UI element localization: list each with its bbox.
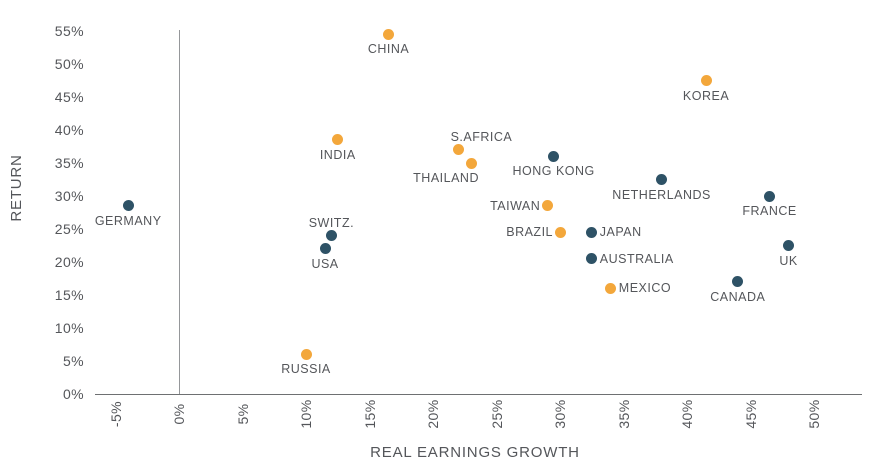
x-axis-title: REAL EARNINGS GROWTH <box>370 444 580 461</box>
country-label-australia: AUSTRALIA <box>599 251 674 266</box>
y-tick-label: 15% <box>54 287 84 303</box>
country-label-thailand: THAILAND <box>413 171 479 185</box>
x-tick-label: 5% <box>234 403 251 425</box>
y-tick-label: 20% <box>54 254 84 270</box>
data-point-netherlands <box>656 174 668 185</box>
data-point-usa <box>319 243 331 255</box>
data-point-canada <box>732 276 744 288</box>
data-point-russia <box>300 348 312 360</box>
y-tick-label: 25% <box>54 221 84 237</box>
country-label-s-africa: S.AFRICA <box>450 129 513 144</box>
x-tick-label: -5% <box>107 400 124 428</box>
data-point-brazil <box>554 226 566 238</box>
x-tick-label: 15% <box>361 399 378 429</box>
x-tick-label: 0% <box>171 403 187 425</box>
data-point-japan <box>586 226 598 238</box>
data-point-mexico <box>605 282 617 294</box>
data-point-thailand <box>465 157 477 169</box>
country-label-switz-: SWITZ. <box>308 215 355 230</box>
y-tick-label: 0% <box>62 386 84 402</box>
y-tick-label: 40% <box>54 122 84 138</box>
data-point-germany <box>122 200 134 212</box>
x-axis-line <box>95 394 862 395</box>
country-label-canada: CANADA <box>710 289 766 304</box>
country-label-india: INDIA <box>319 147 356 162</box>
y-tick-label: 10% <box>54 320 84 336</box>
y-tick-label: 55% <box>54 23 84 39</box>
y-tick-label: 35% <box>54 155 84 171</box>
country-label-usa: USA <box>311 256 339 271</box>
country-label-hong-kong: HONG KONG <box>512 164 595 179</box>
country-label-germany: GERMANY <box>94 213 162 228</box>
y-tick-label: 45% <box>54 89 84 105</box>
country-label-france: FRANCE <box>742 204 797 218</box>
y-tick-label: 50% <box>54 56 84 72</box>
zero-gridline <box>179 30 180 394</box>
data-point-taiwan <box>541 200 553 212</box>
x-tick-label: 30% <box>552 399 568 429</box>
country-label-japan: JAPAN <box>599 225 642 240</box>
y-tick-label: 30% <box>54 188 84 204</box>
data-point-australia <box>586 253 598 265</box>
country-label-brazil: BRAZIL <box>506 225 553 240</box>
x-tick-label: 35% <box>615 399 632 429</box>
data-point-india <box>332 134 344 146</box>
data-point-korea <box>700 75 712 86</box>
data-point-uk <box>783 240 795 251</box>
data-point-hong-kong <box>548 150 560 162</box>
country-label-china: CHINA <box>367 42 410 57</box>
country-label-mexico: MEXICO <box>618 281 672 296</box>
data-point-france <box>764 190 776 202</box>
x-tick-label: 40% <box>679 399 695 429</box>
data-point-s-africa <box>452 144 464 156</box>
country-label-korea: KOREA <box>682 88 730 103</box>
y-axis-title: RETURN <box>8 154 25 222</box>
data-point-switz- <box>325 230 337 242</box>
x-tick-label: 10% <box>298 399 314 429</box>
country-label-taiwan: TAIWAN <box>490 198 541 213</box>
data-point-china <box>383 28 395 40</box>
country-label-russia: RUSSIA <box>281 362 331 377</box>
country-label-uk: UK <box>779 253 798 268</box>
country-label-netherlands: NETHERLANDS <box>612 187 711 202</box>
x-tick-label: 45% <box>742 399 759 429</box>
x-tick-label: 50% <box>806 399 822 429</box>
y-tick-label: 5% <box>62 353 84 369</box>
x-tick-label: 20% <box>425 399 441 429</box>
x-tick-label: 25% <box>488 399 505 429</box>
